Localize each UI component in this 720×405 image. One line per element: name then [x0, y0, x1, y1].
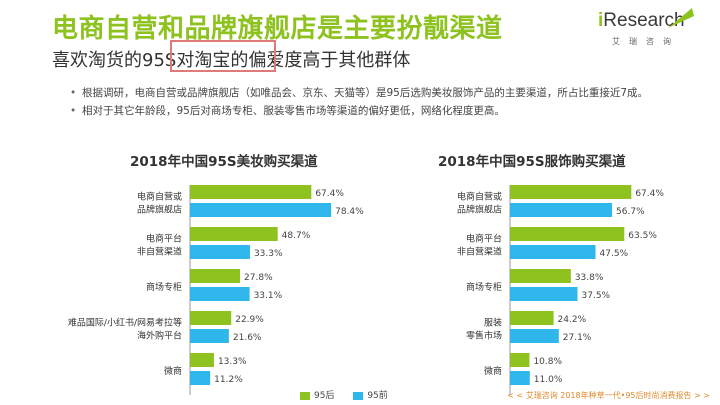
category-label: 非自营渠道	[457, 246, 502, 258]
logo-name: iResearch	[598, 10, 685, 32]
data-label: 33.3%	[254, 249, 283, 259]
data-label: 11.0%	[534, 375, 563, 385]
category-label: 商场专柜	[146, 281, 182, 293]
bar	[510, 269, 571, 283]
category-label: 微商	[164, 365, 182, 377]
data-label: 21.6%	[233, 333, 262, 343]
data-label: 56.7%	[616, 207, 645, 217]
report-footer: < < 艾瑞咨询 2018年种草一代•95后时尚消费报告 > >	[507, 391, 710, 400]
chart-title-makeup: 2018年中国95S美妆购买渠道	[130, 154, 318, 170]
highlight-box	[170, 40, 276, 72]
bar	[190, 287, 250, 301]
legend-item-95before: 95前	[353, 388, 388, 401]
bar	[510, 371, 530, 385]
iresearch-logo: iResearch 艾瑞咨询	[598, 4, 702, 54]
slide-subtitle: 喜欢淘货的95S对淘宝的偏爱度高于其他群体	[52, 50, 411, 71]
data-label: 47.5%	[600, 249, 629, 259]
bar	[510, 245, 596, 259]
bullet-item: 相对于其它年龄段，95后对商场专柜、服装零售市场等渠道的偏好更低，网络化程度更高…	[70, 103, 670, 119]
bar	[190, 311, 232, 325]
category-label: 商场专柜	[466, 281, 502, 293]
data-label: 27.8%	[244, 273, 273, 283]
data-label: 33.1%	[254, 291, 283, 301]
chart-legend: 95后 95前	[300, 388, 404, 401]
legend-label: 95后	[314, 391, 335, 401]
bullet-list: 根据调研，电商自营或品牌旗舰店（如唯品会、京东、天猫等）是95后选购美妆服饰产品…	[70, 85, 670, 121]
category-label: 海外购平台	[137, 330, 182, 342]
category-label: 品牌旗舰店	[137, 204, 182, 216]
slide-title: 电商自营和品牌旗舰店是主要扮靓渠道	[52, 14, 503, 44]
bar	[510, 227, 625, 241]
data-label: 37.5%	[582, 291, 611, 301]
bar	[510, 311, 554, 325]
bar	[510, 287, 578, 301]
legend-item-95after: 95后	[300, 388, 334, 401]
bar	[190, 353, 214, 367]
bar	[190, 185, 312, 199]
bar	[510, 353, 530, 367]
data-label: 78.4%	[335, 207, 364, 217]
legend-swatch	[300, 391, 310, 400]
data-label: 22.9%	[235, 315, 264, 325]
logo-name-prefix: i	[598, 10, 604, 31]
bar	[510, 329, 559, 343]
data-label: 24.2%	[558, 315, 587, 325]
bar	[510, 185, 632, 199]
category-label: 零售市场	[466, 330, 502, 342]
bullet-item: 根据调研，电商自营或品牌旗舰店（如唯品会、京东、天猫等）是95后选购美妆服饰产品…	[70, 85, 670, 101]
data-label: 48.7%	[282, 231, 311, 241]
category-label: 服装	[484, 317, 502, 329]
bar	[190, 371, 211, 385]
data-label: 67.4%	[315, 189, 344, 199]
category-label: 电商平台	[146, 233, 182, 245]
data-label: 63.5%	[628, 231, 657, 241]
chart-title-apparel: 2018年中国95S服饰购买渠道	[438, 154, 626, 170]
data-label: 33.8%	[575, 273, 604, 283]
bar	[190, 245, 250, 259]
data-label: 67.4%	[635, 189, 664, 199]
bar	[190, 269, 241, 283]
bar	[190, 227, 278, 241]
legend-swatch	[353, 391, 364, 400]
data-label: 10.8%	[533, 357, 562, 367]
logo-swoosh-icon	[668, 8, 694, 28]
data-label: 13.3%	[218, 357, 247, 367]
bar	[190, 329, 229, 343]
data-label: 27.1%	[563, 333, 592, 343]
bar	[190, 203, 332, 217]
logo-cn: 艾瑞咨询	[612, 37, 680, 46]
category-label: 微商	[484, 365, 502, 377]
bar	[510, 203, 613, 217]
category-label: 电商自营或	[457, 191, 502, 203]
data-label: 11.2%	[214, 375, 243, 385]
legend-label: 95前	[367, 391, 388, 401]
category-label: 难品国际/小红书/网易考拉等	[68, 317, 182, 329]
category-label: 电商自营或	[137, 191, 182, 203]
category-label: 非自营渠道	[137, 246, 182, 258]
category-label: 电商平台	[466, 233, 502, 245]
category-label: 品牌旗舰店	[457, 204, 502, 216]
logo-name-rest: Research	[603, 10, 685, 31]
